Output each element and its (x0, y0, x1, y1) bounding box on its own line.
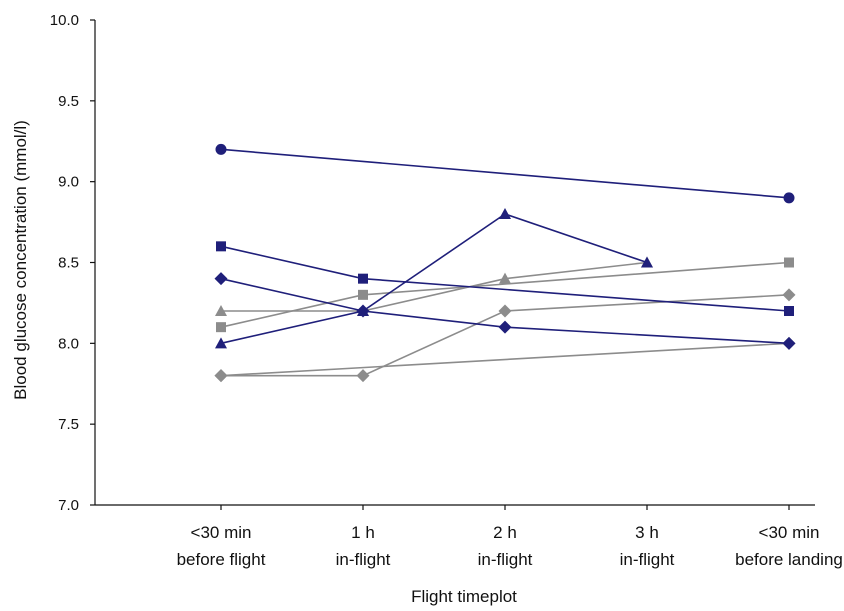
y-tick-label: 9.0 (58, 174, 79, 191)
data-point (784, 306, 794, 316)
series-line (220, 148, 790, 199)
x-tick-label: 2 h (493, 523, 517, 542)
series-line (220, 342, 790, 377)
series-7 (214, 288, 796, 383)
y-tick-label: 7.0 (58, 497, 79, 514)
data-point (358, 289, 368, 300)
data-point (216, 241, 226, 252)
data-point (783, 192, 795, 204)
data-point (498, 320, 512, 334)
series-line (220, 213, 648, 345)
series-6 (216, 257, 794, 333)
data-point (214, 272, 228, 286)
x-tick-label: in-flight (478, 550, 533, 569)
data-point (214, 369, 228, 383)
y-axis-title: Blood glucose concentration (mmol/l) (11, 120, 30, 400)
y-tick-label: 7.5 (58, 416, 79, 433)
x-tick-label: in-flight (620, 550, 675, 569)
data-point (782, 288, 796, 302)
series-layer (214, 143, 796, 383)
series-line (220, 277, 790, 345)
x-tick-label: in-flight (336, 550, 391, 569)
series-1 (215, 143, 795, 204)
series-2 (216, 241, 794, 316)
data-point (499, 208, 511, 219)
y-tick-label: 8.5 (58, 255, 79, 272)
data-point (784, 257, 794, 268)
x-axis-title: Flight timeplot (411, 587, 517, 606)
x-ticks: <30 min before flight 1 h in-flight 2 h in-fl… (177, 505, 843, 569)
data-point (782, 336, 796, 350)
series-4 (215, 208, 653, 349)
data-point (358, 273, 368, 284)
data-point (215, 305, 227, 316)
x-tick-label: 1 h (351, 523, 375, 542)
y-ticks: 7.0 7.5 8.0 8.5 9.0 9.5 10.0 (50, 12, 95, 514)
data-point (215, 337, 227, 349)
x-tick-label: <30 min (191, 523, 252, 542)
data-point (357, 305, 369, 316)
data-point (356, 369, 370, 383)
data-point (498, 304, 512, 318)
y-tick-label: 8.0 (58, 335, 79, 352)
x-tick-label: 3 h (635, 523, 659, 542)
x-tick-label: <30 min (759, 523, 820, 542)
data-point (641, 256, 653, 268)
y-tick-label: 9.5 (58, 93, 79, 110)
axis-layer (94, 20, 815, 506)
series-line (221, 294, 790, 377)
y-tick-label: 10.0 (50, 12, 79, 29)
data-point (215, 143, 227, 155)
x-tick-label: before landing (735, 550, 843, 569)
x-tick-label: before flight (177, 550, 266, 569)
data-point (216, 322, 226, 333)
series-line (221, 261, 648, 312)
data-point (499, 272, 511, 284)
